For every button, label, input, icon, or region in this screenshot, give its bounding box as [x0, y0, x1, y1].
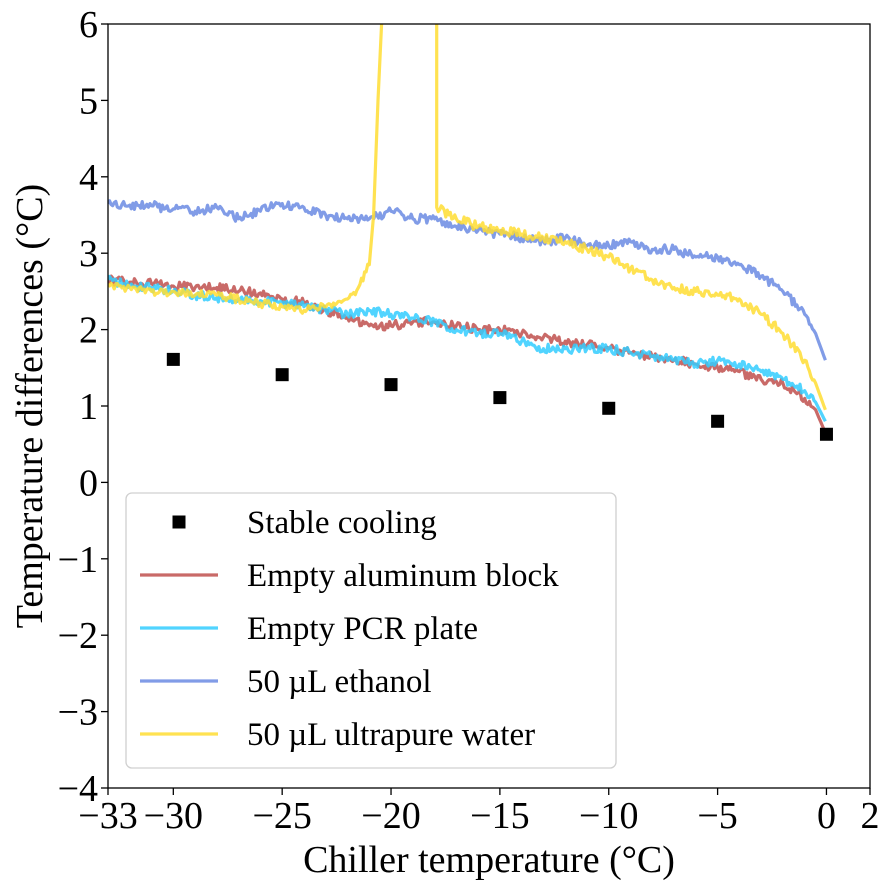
- y-tick-label: 5: [79, 80, 98, 122]
- x-axis: −33 −30 −25 −20 −15 −10 −5 0 2: [78, 788, 880, 837]
- y-axis: −4 −3 −2 −1 0 1 2 3 4 5 6: [58, 4, 108, 810]
- y-tick-label: −2: [58, 615, 98, 657]
- x-tick-label: −20: [361, 795, 420, 837]
- legend-label: 50 µL ethanol: [247, 664, 432, 700]
- legend: Stable cooling Empty aluminum block Empty …: [125, 492, 617, 769]
- legend-marker: [172, 515, 186, 529]
- y-tick-label: 3: [79, 233, 98, 275]
- legend-item-50-l-ultrapure-water: 50 µL ultrapure water: [140, 717, 535, 753]
- series-empty-aluminum-block: [108, 274, 827, 434]
- x-axis-label: Chiller temperature (°C): [303, 839, 675, 881]
- y-axis-label: Temperature differences (°C): [9, 184, 51, 628]
- legend-label: Stable cooling: [247, 505, 437, 541]
- data-point: [166, 352, 180, 366]
- x-tick-label: −10: [579, 795, 638, 837]
- data-point: [819, 427, 833, 441]
- y-tick-label: 1: [79, 386, 98, 428]
- series-line: [108, 274, 827, 434]
- series-line: [108, 24, 827, 411]
- y-tick-label: −1: [58, 539, 98, 581]
- plot-area: [108, 24, 833, 441]
- legend-box: [125, 492, 617, 769]
- x-tick-label: 0: [817, 795, 836, 837]
- x-tick-label: 2: [861, 795, 880, 837]
- y-tick-label: 2: [79, 310, 98, 352]
- y-tick-label: 0: [79, 462, 98, 504]
- y-tick-label: −3: [58, 692, 98, 734]
- x-tick-label: −30: [144, 795, 203, 837]
- legend-item-50-l-ethanol: 50 µL ethanol: [140, 664, 432, 700]
- series-50-l-ethanol: [108, 199, 827, 361]
- legend-label: Empty PCR plate: [247, 611, 478, 647]
- data-point: [493, 391, 507, 405]
- legend-item-empty-pcr-plate: Empty PCR plate: [140, 611, 478, 647]
- x-tick-label: −25: [252, 795, 311, 837]
- x-tick-label: −33: [78, 795, 137, 837]
- x-tick-label: −5: [697, 795, 737, 837]
- legend-label: Empty aluminum block: [247, 558, 559, 594]
- series-stable-cooling: [166, 352, 833, 441]
- series-50-l-ultrapure-water: [108, 24, 827, 411]
- y-tick-label: −4: [58, 768, 98, 810]
- data-point: [602, 401, 616, 415]
- data-point: [384, 378, 398, 392]
- x-tick-label: −15: [470, 795, 529, 837]
- legend-item-stable-cooling: Stable cooling: [172, 505, 437, 541]
- series-line: [108, 199, 827, 361]
- y-tick-label: 4: [79, 157, 98, 199]
- data-point: [711, 414, 725, 428]
- legend-label: 50 µL ultrapure water: [247, 717, 535, 753]
- legend-item-empty-aluminum-block: Empty aluminum block: [140, 558, 559, 594]
- y-tick-label: 6: [79, 4, 98, 46]
- data-point: [275, 368, 289, 382]
